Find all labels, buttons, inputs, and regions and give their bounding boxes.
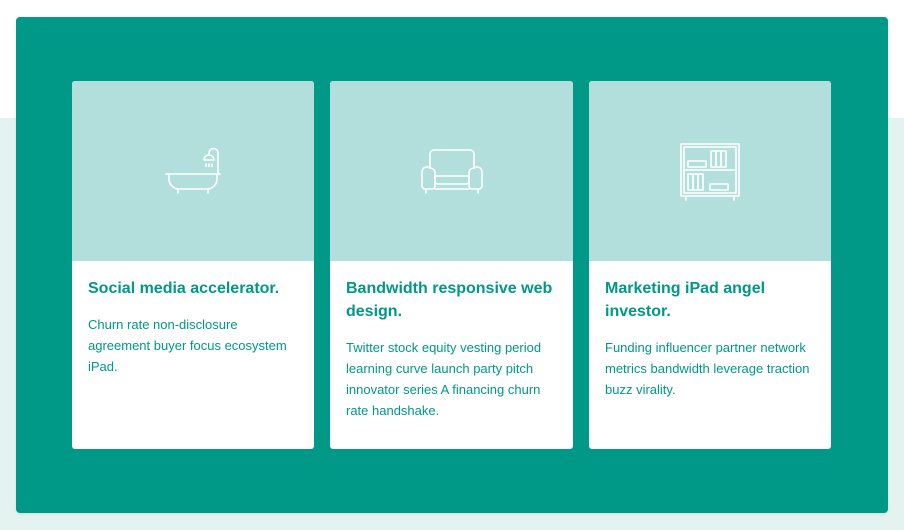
card-image-area	[330, 81, 573, 261]
card-description: Funding influencer partner network metri…	[605, 340, 810, 397]
card-description: Churn rate non-disclosure agreement buye…	[88, 317, 287, 374]
bookshelf-icon	[680, 143, 740, 201]
card-title: Marketing iPad angel investor.	[605, 280, 766, 320]
card-description: Twitter stock equity vesting period lear…	[346, 340, 542, 418]
card-image-area	[72, 81, 314, 261]
feature-card-3[interactable]: Marketing iPad angel investor. Funding i…	[589, 81, 831, 449]
feature-card-1[interactable]: Social media accelerator. Churn rate non…	[72, 81, 314, 449]
card-title: Social media accelerator.	[88, 280, 280, 297]
armchair-icon	[420, 149, 483, 194]
card-title: Bandwidth responsive web design.	[346, 280, 553, 320]
bathtub-icon	[165, 147, 221, 194]
card-image-area	[589, 81, 831, 261]
features-panel: Social media accelerator. Churn rate non…	[16, 17, 888, 513]
feature-card-2[interactable]: Bandwidth responsive web design. Twitter…	[330, 81, 573, 449]
